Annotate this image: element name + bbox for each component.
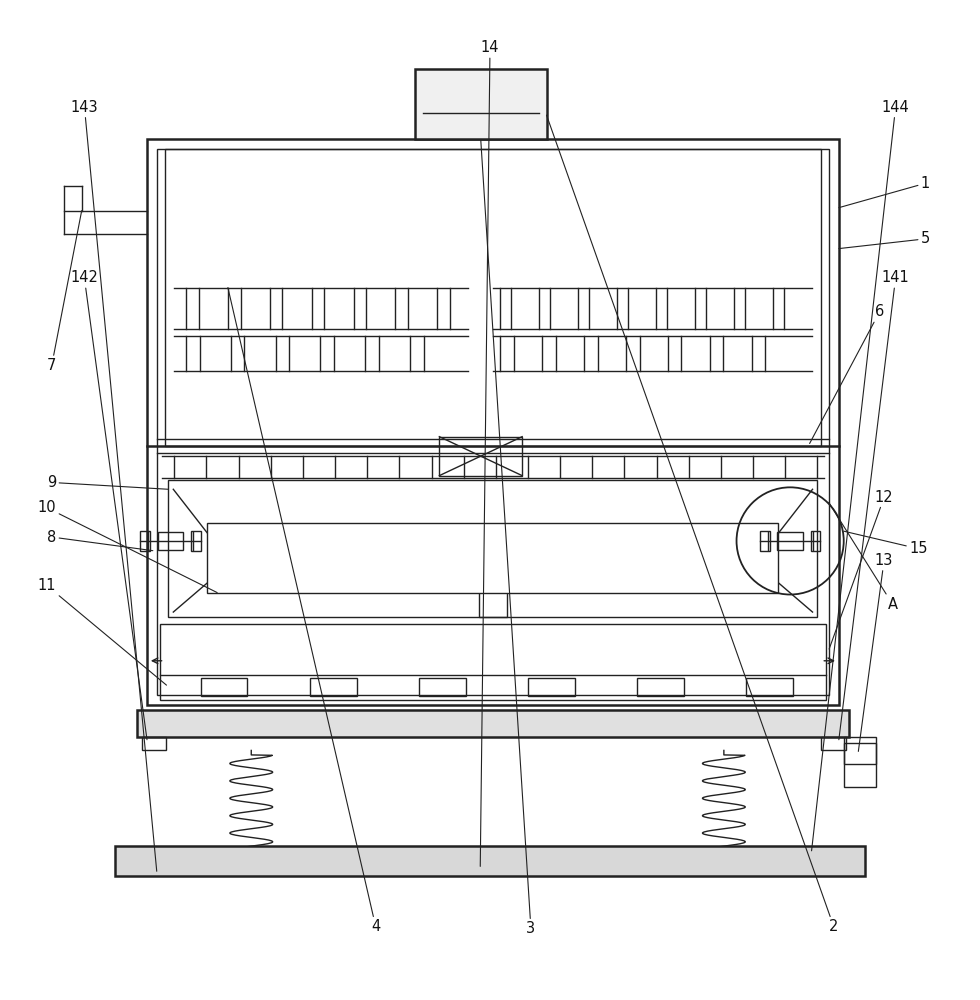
Bar [439, 437, 522, 476]
Bar [637, 678, 684, 696]
Text: 14: 14 [480, 40, 499, 866]
Text: 8: 8 [47, 530, 153, 551]
Text: A: A [829, 502, 898, 612]
Bar [158, 532, 183, 550]
Text: 6: 6 [809, 304, 884, 443]
Text: 5: 5 [839, 231, 930, 249]
Text: 142: 142 [71, 270, 147, 740]
Text: 9: 9 [47, 475, 169, 490]
Text: 2: 2 [547, 115, 839, 934]
Text: 3: 3 [481, 139, 535, 936]
Bar [821, 737, 846, 750]
Bar [160, 624, 826, 700]
Text: 10: 10 [38, 500, 218, 593]
Bar [844, 743, 876, 764]
Bar [310, 678, 357, 696]
Bar [140, 531, 150, 551]
Bar [137, 710, 849, 737]
Text: 4: 4 [228, 288, 380, 934]
Text: 12: 12 [829, 490, 894, 649]
Bar [418, 678, 465, 696]
Bar [844, 737, 876, 787]
Bar [142, 737, 167, 750]
Bar [760, 531, 769, 551]
Text: 13: 13 [858, 553, 894, 751]
Text: 141: 141 [839, 270, 909, 740]
Bar [777, 532, 803, 550]
Text: 143: 143 [71, 100, 157, 871]
Bar [810, 531, 820, 551]
Text: 1: 1 [839, 176, 930, 208]
Bar [157, 149, 829, 695]
Bar [415, 69, 547, 139]
Text: 15: 15 [844, 531, 927, 556]
Text: 144: 144 [811, 100, 909, 851]
Bar [169, 480, 817, 617]
Bar [165, 149, 821, 446]
Bar [191, 531, 201, 551]
Bar [208, 523, 778, 593]
Text: 7: 7 [47, 211, 81, 373]
Bar [115, 846, 865, 876]
Bar [201, 678, 247, 696]
Bar [528, 678, 575, 696]
Text: 11: 11 [38, 578, 167, 685]
Bar [747, 678, 793, 696]
Bar [479, 576, 507, 617]
Bar [147, 139, 839, 705]
